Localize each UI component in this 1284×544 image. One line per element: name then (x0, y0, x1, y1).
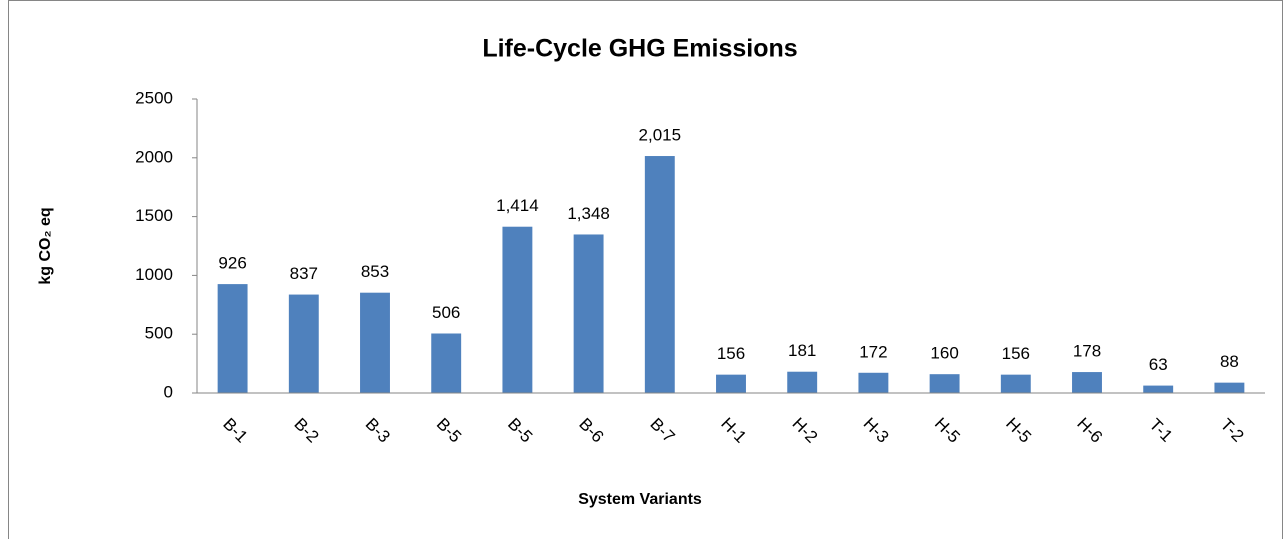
y-tick-label: 0 (164, 382, 173, 401)
y-tick-label: 500 (145, 324, 173, 343)
bar (1000, 374, 1031, 393)
bar (787, 371, 818, 393)
y-tick-label: 1000 (135, 265, 173, 284)
value-label: 160 (930, 344, 958, 363)
bar (716, 374, 746, 393)
value-label: 88 (1220, 352, 1239, 371)
value-label: 156 (717, 344, 745, 363)
value-label: 506 (432, 303, 460, 322)
value-label: 181 (788, 341, 816, 360)
value-label: 172 (859, 342, 887, 361)
y-tick-label: 1500 (135, 206, 173, 225)
y-tick-label: 2000 (135, 147, 173, 166)
y-tick-label: 2500 (135, 88, 173, 107)
y-axis-label: kg CO₂ eq (37, 207, 54, 284)
value-label: 1,414 (496, 196, 539, 215)
bar (360, 292, 390, 393)
value-label: 926 (218, 254, 246, 273)
value-label: 156 (1002, 344, 1030, 363)
bar (1214, 382, 1245, 393)
bar (502, 226, 533, 393)
value-label: 837 (290, 264, 318, 283)
bar (1143, 385, 1174, 393)
bar (858, 372, 889, 393)
bar (288, 294, 319, 393)
value-label: 1,348 (567, 204, 610, 223)
value-label: 63 (1149, 355, 1168, 374)
value-label: 178 (1073, 342, 1101, 361)
bar (1072, 372, 1102, 393)
chart-title: Life-Cycle GHG Emissions (482, 35, 797, 63)
x-axis-label: System Variants (578, 491, 702, 508)
bar (573, 234, 604, 393)
value-label: 853 (361, 262, 389, 281)
bar (644, 156, 675, 393)
bar (431, 333, 462, 393)
value-label: 2,015 (639, 126, 682, 145)
bar (217, 284, 248, 393)
bar (929, 374, 960, 393)
